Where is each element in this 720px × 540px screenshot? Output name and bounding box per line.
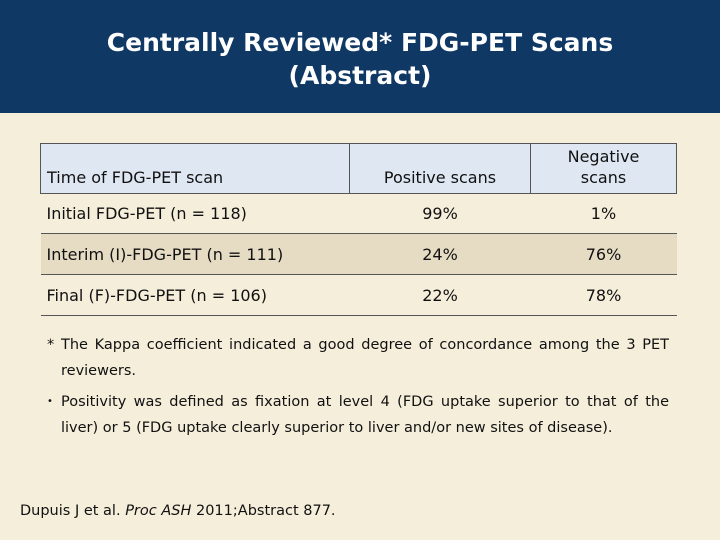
table-row: Final (F)-FDG-PET (n = 106) 22% 78% (40, 274, 677, 316)
title-line-2: (Abstract) (288, 61, 432, 90)
header-negative-line2: scans (580, 168, 627, 187)
positivity-note: • Positivity was defined as fixation at … (47, 389, 669, 441)
kappa-footnote-text: The Kappa coefficient indicated a good d… (61, 337, 669, 379)
header-time: Time of FDG-PET scan (40, 143, 350, 194)
asterisk-mark: * (47, 337, 55, 353)
row-negative: 1% (530, 193, 677, 234)
row-negative: 78% (530, 274, 677, 316)
scan-results-table: Time of FDG-PET scan Positive scans Nega… (40, 143, 677, 316)
title-line-1: Centrally Reviewed* FDG-PET Scans (106, 28, 614, 57)
bullet-icon: • (47, 396, 53, 407)
table-row: Initial FDG-PET (n = 118) 99% 1% (40, 193, 677, 234)
header-negative-line1: Negative (567, 147, 640, 166)
table-row: Interim (I)-FDG-PET (n = 111) 24% 76% (40, 233, 677, 275)
row-time: Interim (I)-FDG-PET (n = 111) (40, 233, 350, 275)
row-positive: 22% (349, 274, 531, 316)
row-positive: 99% (349, 193, 531, 234)
row-time: Initial FDG-PET (n = 118) (40, 193, 350, 234)
reference-journal: Proc ASH (125, 503, 192, 519)
reference-citation: Dupuis J et al. Proc ASH 2011;Abstract 8… (20, 503, 336, 519)
reference-details: 2011;Abstract 877. (191, 503, 336, 519)
header-positive: Positive scans (349, 143, 531, 194)
kappa-footnote: * The Kappa coefficient indicated a good… (47, 332, 669, 384)
row-negative: 76% (530, 233, 677, 275)
footnotes: * The Kappa coefficient indicated a good… (47, 332, 669, 441)
header-negative: Negative scans (530, 143, 677, 194)
table-header-row: Time of FDG-PET scan Positive scans Nega… (40, 143, 677, 194)
row-time: Final (F)-FDG-PET (n = 106) (40, 274, 350, 316)
positivity-note-text: Positivity was defined as fixation at le… (61, 394, 669, 436)
slide-title: Centrally Reviewed* FDG-PET Scans (Abstr… (0, 0, 720, 113)
reference-authors: Dupuis J et al. (20, 503, 126, 519)
row-positive: 24% (349, 233, 531, 275)
